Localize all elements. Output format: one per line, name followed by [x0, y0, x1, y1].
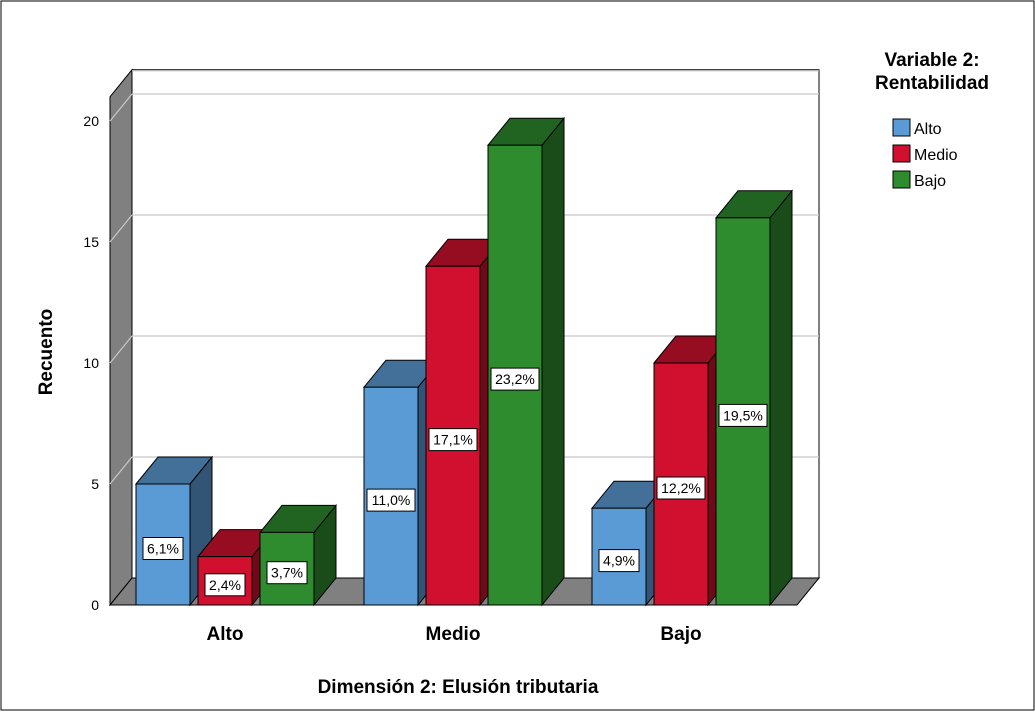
- y-tick-label: 10: [83, 355, 99, 371]
- legend-title: Variable 2:: [884, 50, 979, 71]
- data-label-box: [142, 537, 184, 560]
- data-label-box: [718, 403, 768, 427]
- data-label: 23,2%: [495, 371, 535, 387]
- data-label-box: [266, 561, 308, 585]
- bar-side: [769, 189, 793, 607]
- gridline-side: [109, 93, 133, 122]
- data-label-box: [598, 549, 640, 573]
- data-label: 4,9%: [603, 553, 635, 569]
- legend-label: Bajo: [914, 173, 946, 190]
- data-label: 11,0%: [372, 492, 411, 508]
- data-label-box: [428, 428, 478, 452]
- legend-swatch: [892, 118, 911, 137]
- bar-side: [541, 116, 565, 607]
- data-label: 2,4%: [209, 577, 241, 593]
- x-tick-label: Alto: [207, 624, 244, 645]
- legend-label: Medio: [914, 147, 958, 164]
- gridline-side: [109, 456, 133, 485]
- x-tick-label: Bajo: [660, 624, 701, 645]
- y-tick-label: 20: [83, 113, 99, 129]
- y-tick-label: 5: [91, 476, 99, 492]
- x-tick-label: Medio: [426, 624, 481, 645]
- data-label: 17,1%: [433, 432, 473, 448]
- data-label-box: [656, 476, 706, 500]
- gridline-side: [109, 335, 133, 364]
- y-tick-label: 15: [83, 234, 99, 250]
- legend-title: Rentabilidad: [875, 73, 989, 94]
- y-tick-label: 0: [91, 597, 99, 613]
- x-axis-label: Dimensión 2: Elusión tributaria: [318, 677, 599, 698]
- data-label: 6,1%: [147, 541, 179, 557]
- legend-swatch: [892, 144, 911, 163]
- data-label: 3,7%: [271, 565, 303, 581]
- side-wall: [109, 68, 133, 607]
- y-axis-label: Recuento: [36, 309, 57, 396]
- legend-swatch: [892, 170, 911, 189]
- data-label: 19,5%: [723, 407, 763, 423]
- legend-label: Alto: [914, 121, 942, 138]
- data-label-box: [204, 573, 246, 597]
- data-label-box: [366, 488, 416, 512]
- data-label-box: [490, 367, 540, 391]
- gridline-side: [109, 214, 133, 243]
- legend: Variable 2:Rentabilidad Alto Medio Bajo: [875, 50, 989, 190]
- data-label: 12,2%: [661, 480, 701, 496]
